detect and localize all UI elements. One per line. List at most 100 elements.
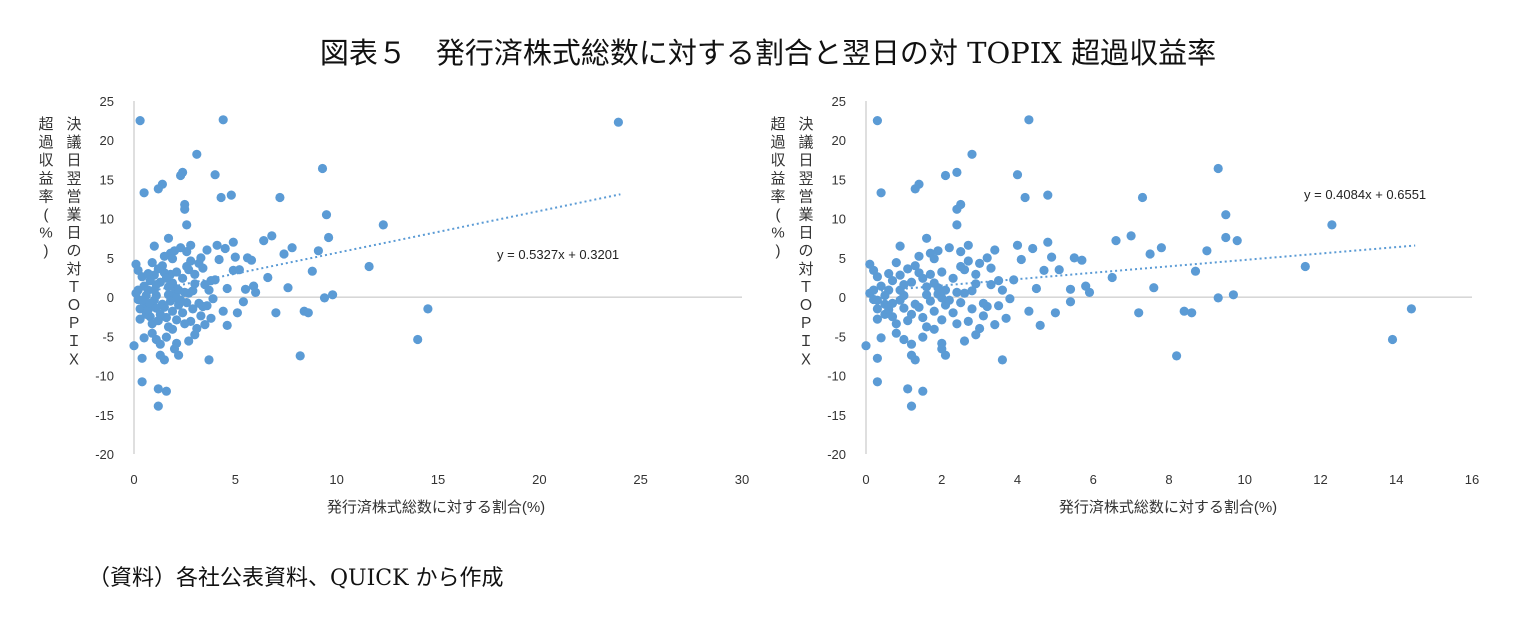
data-point <box>172 293 182 303</box>
data-point <box>159 302 169 312</box>
data-point <box>990 320 1000 330</box>
y-tick-label: 25 <box>832 94 846 109</box>
data-point <box>1134 308 1144 318</box>
data-point <box>1016 254 1026 265</box>
data-point <box>137 353 147 363</box>
data-point <box>328 290 338 300</box>
data-point <box>952 319 962 329</box>
data-point <box>283 283 293 293</box>
data-point <box>147 258 157 268</box>
data-point <box>155 339 165 349</box>
data-point <box>1126 231 1136 241</box>
data-point <box>967 286 977 296</box>
data-point <box>198 263 208 273</box>
data-point <box>1137 192 1148 203</box>
data-point <box>222 283 232 294</box>
data-point <box>149 241 159 251</box>
data-point <box>1202 246 1212 256</box>
data-point <box>180 204 190 214</box>
data-point <box>994 301 1004 311</box>
x-axis-label: 発行済株式総数に対する割合(%) <box>327 499 545 516</box>
data-point <box>1387 334 1398 345</box>
data-point <box>167 254 178 264</box>
data-point <box>1228 290 1238 300</box>
data-point <box>959 336 970 346</box>
y-tick-label: 10 <box>100 212 114 227</box>
data-point <box>952 204 962 214</box>
data-point <box>271 308 281 318</box>
x-tick-label: 15 <box>431 472 445 487</box>
data-point <box>1327 220 1337 230</box>
data-point <box>364 261 374 272</box>
data-point <box>884 269 894 279</box>
data-point <box>321 210 332 220</box>
y-axis-label-line: 超過収益率(%) <box>38 116 53 260</box>
data-point <box>906 339 917 349</box>
data-point <box>200 320 210 330</box>
data-point <box>906 277 917 287</box>
data-point <box>937 293 947 303</box>
data-point <box>933 246 943 256</box>
data-point <box>918 312 928 323</box>
x-tick-label: 4 <box>1014 472 1021 487</box>
data-point <box>222 320 232 330</box>
data-point <box>1012 170 1023 180</box>
data-point <box>275 192 285 203</box>
data-point <box>251 287 261 297</box>
data-point <box>169 246 180 256</box>
data-point <box>1009 275 1019 285</box>
data-point <box>891 258 901 268</box>
data-point <box>986 263 996 273</box>
data-point <box>1069 253 1079 263</box>
data-point <box>952 220 962 230</box>
data-point <box>1156 243 1166 253</box>
data-point <box>1024 306 1034 316</box>
y-tick-label: 0 <box>107 290 114 305</box>
data-point <box>313 246 323 256</box>
data-point <box>218 115 228 125</box>
data-point <box>324 232 334 243</box>
data-point <box>903 384 913 394</box>
data-point <box>232 308 242 318</box>
data-point <box>143 269 153 279</box>
data-point <box>1107 272 1117 283</box>
data-point <box>1406 304 1416 314</box>
y-tick-label: 5 <box>839 251 846 266</box>
data-point <box>910 184 920 194</box>
data-point <box>978 298 989 308</box>
data-point <box>937 315 947 325</box>
data-point <box>319 293 330 303</box>
data-point <box>1024 115 1034 125</box>
data-point <box>959 288 970 298</box>
x-tick-label: 0 <box>130 472 137 487</box>
data-point <box>1084 287 1095 297</box>
data-point <box>872 353 883 363</box>
data-point <box>997 285 1008 295</box>
data-point <box>180 287 190 297</box>
data-point <box>178 308 188 318</box>
data-point <box>267 231 277 241</box>
data-point <box>186 240 196 250</box>
data-point <box>210 170 220 180</box>
data-point <box>1065 284 1076 294</box>
data-point <box>944 295 954 305</box>
data-point <box>202 301 212 311</box>
data-point <box>963 316 973 326</box>
data-point <box>139 333 149 343</box>
data-point <box>208 294 218 304</box>
data-point <box>238 297 248 307</box>
y-axis-label-line: 決議日翌営業日の対ＴＯＰＩＸ <box>798 116 813 368</box>
data-point <box>940 285 951 295</box>
y-tick-label: -15 <box>95 408 114 423</box>
data-point <box>137 295 147 305</box>
data-point <box>259 236 269 246</box>
data-point <box>925 269 936 279</box>
data-point <box>906 401 917 411</box>
x-tick-label: 25 <box>633 472 647 487</box>
data-point <box>971 269 981 279</box>
data-point <box>1221 210 1231 220</box>
data-point <box>937 344 947 354</box>
data-point <box>135 116 145 126</box>
data-point <box>944 243 954 253</box>
data-point <box>967 149 977 159</box>
